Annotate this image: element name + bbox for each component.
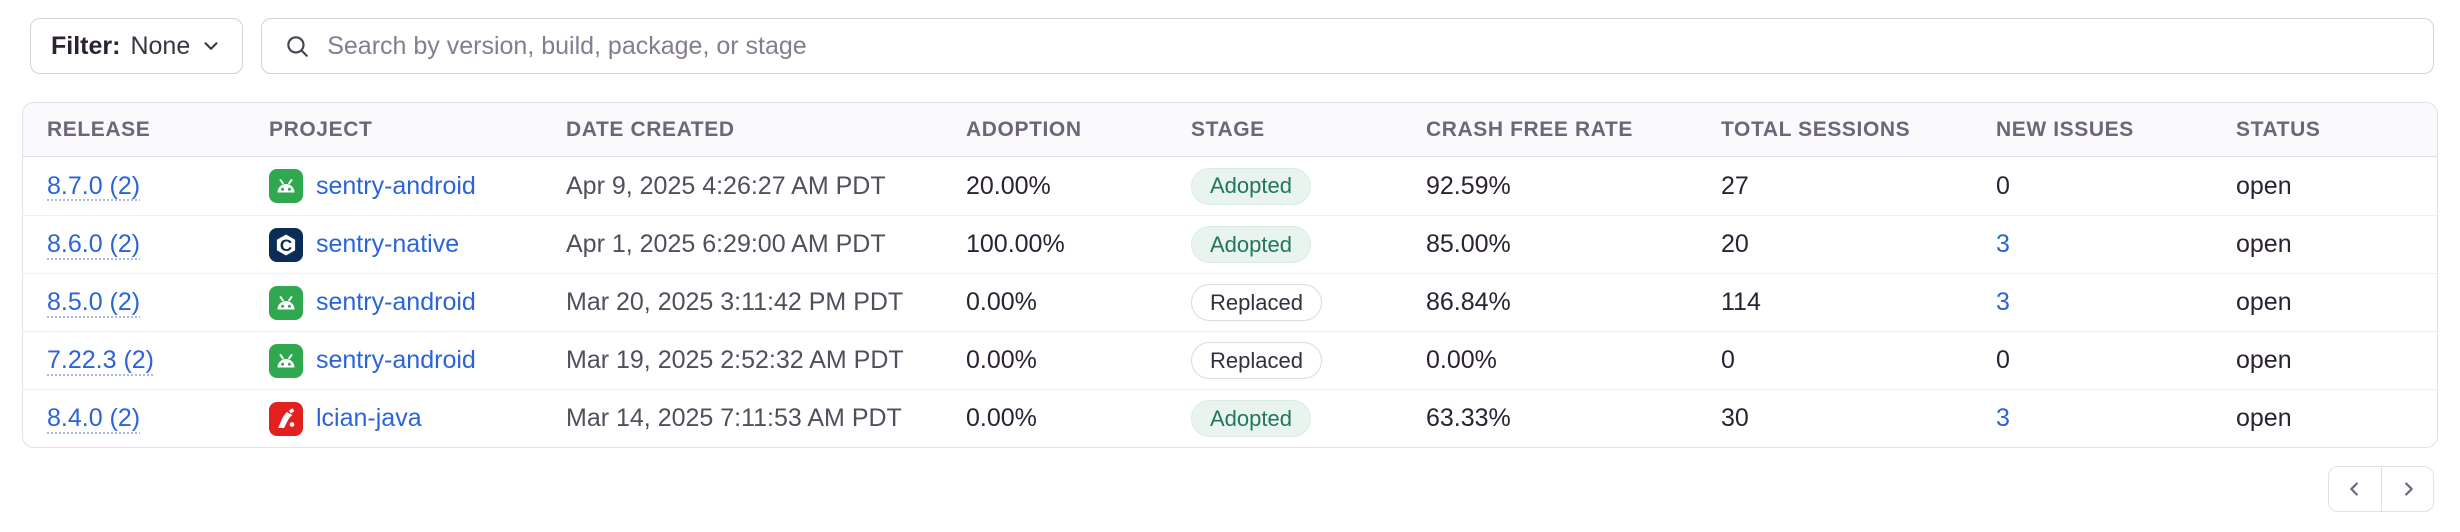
table-header-row: Release Project Date Created Adoption St… (23, 103, 2437, 157)
releases-table: Release Project Date Created Adoption St… (22, 102, 2438, 448)
table-row: 8.5.0 (2) C sentry-android Mar 20, 2025 … (23, 273, 2437, 331)
date-created: Mar 20, 2025 3:11:42 PM PDT (566, 288, 904, 316)
column-header-new-issues: New Issues (1996, 117, 2134, 141)
android-icon (269, 169, 303, 203)
table-row: 7.22.3 (2) C sentry-android Mar 19, 2025… (23, 331, 2437, 389)
status-value: open (2236, 230, 2292, 258)
column-header-project: Project (269, 117, 373, 141)
project-link[interactable]: sentry-android (316, 171, 476, 200)
total-sessions: 27 (1721, 171, 1749, 200)
release-version-link[interactable]: 8.5.0 (2) (47, 288, 141, 316)
new-issues-count[interactable]: 3 (1996, 404, 2010, 432)
chevron-right-icon (2397, 478, 2419, 500)
status-value: open (2236, 404, 2292, 432)
svg-text:C: C (280, 236, 292, 255)
column-header-total-sessions: Total Sessions (1721, 117, 1911, 141)
crash-free-rate: 0.00% (1426, 346, 1497, 374)
total-sessions: 114 (1721, 288, 1761, 316)
stage-badge: Adopted (1191, 400, 1311, 437)
crash-free-rate: 63.33% (1426, 404, 1511, 432)
crash-free-rate: 85.00% (1426, 230, 1511, 258)
project-link[interactable]: sentry-android (316, 346, 476, 374)
table-row: 8.4.0 (2) C lcian-java Mar 14, 2025 7:11… (23, 389, 2437, 447)
date-created: Mar 19, 2025 2:52:32 AM PDT (566, 346, 904, 374)
project-link[interactable]: lcian-java (316, 404, 422, 432)
crash-free-rate: 92.59% (1426, 171, 1511, 200)
column-header-release: Release (47, 117, 151, 141)
total-sessions: 0 (1721, 346, 1735, 374)
column-header-stage: Stage (1191, 117, 1265, 141)
status-value: open (2236, 288, 2292, 316)
total-sessions: 30 (1721, 404, 1749, 432)
release-version-link[interactable]: 8.7.0 (2) (47, 171, 141, 200)
column-header-status: Status (2236, 117, 2321, 141)
search-icon (284, 33, 310, 59)
release-version-link[interactable]: 8.4.0 (2) (47, 404, 141, 432)
adoption-value: 0.00% (966, 404, 1037, 432)
stage-badge: Replaced (1191, 342, 1322, 379)
column-header-crash-free-rate: Crash Free Rate (1426, 117, 1633, 141)
release-version-link[interactable]: 8.6.0 (2) (47, 230, 141, 258)
column-header-date-created: Date Created (566, 117, 735, 141)
android-icon (269, 285, 303, 320)
total-sessions: 20 (1721, 230, 1749, 258)
release-version-link[interactable]: 7.22.3 (2) (47, 346, 155, 374)
adoption-value: 100.00% (966, 230, 1065, 258)
new-issues-count: 0 (1996, 346, 2010, 374)
date-created: Mar 14, 2025 7:11:53 AM PDT (566, 404, 902, 432)
android-icon (269, 343, 303, 378)
status-value: open (2236, 171, 2292, 200)
date-created: Apr 9, 2025 4:26:27 AM PDT (566, 171, 886, 200)
toolbar: Filter: None (30, 18, 2434, 74)
crash-free-rate: 86.84% (1426, 288, 1511, 316)
project-link[interactable]: sentry-android (316, 288, 476, 316)
java-icon (269, 401, 303, 436)
pagination (2328, 466, 2434, 512)
c-icon: C (269, 227, 303, 262)
chevron-left-icon (2344, 478, 2366, 500)
stage-badge: Adopted (1191, 226, 1311, 263)
filter-label: Filter: (51, 31, 121, 60)
new-issues-count[interactable]: 3 (1996, 288, 2010, 316)
search-bar[interactable] (261, 18, 2434, 74)
previous-page-button[interactable] (2329, 467, 2381, 511)
new-issues-count: 0 (1996, 171, 2010, 200)
new-issues-count[interactable]: 3 (1996, 230, 2010, 258)
next-page-button[interactable] (2381, 467, 2433, 511)
adoption-value: 0.00% (966, 346, 1037, 374)
search-input[interactable] (325, 30, 2411, 62)
adoption-value: 20.00% (966, 171, 1051, 200)
stage-badge: Adopted (1191, 167, 1311, 205)
date-created: Apr 1, 2025 6:29:00 AM PDT (566, 230, 886, 258)
filter-value: None (130, 31, 191, 60)
status-value: open (2236, 346, 2292, 374)
project-link[interactable]: sentry-native (316, 230, 460, 258)
table-row: 8.6.0 (2) C sentry-native Apr 1, 2025 6:… (23, 215, 2437, 273)
table-row: 8.7.0 (2) C sentry-android Apr 9, 2025 4… (23, 157, 2437, 215)
chevron-down-icon (200, 35, 222, 57)
stage-badge: Replaced (1191, 284, 1322, 321)
column-header-adoption: Adoption (966, 117, 1082, 141)
filter-dropdown-button[interactable]: Filter: None (30, 18, 244, 74)
adoption-value: 0.00% (966, 288, 1037, 316)
